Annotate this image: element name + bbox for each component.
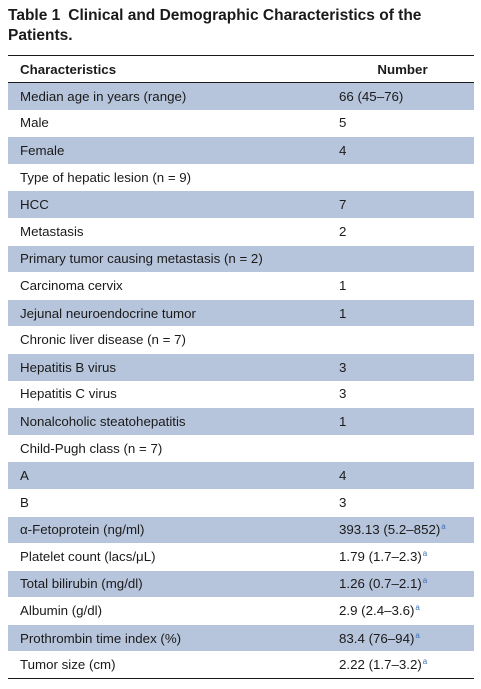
- row-value: 3: [339, 359, 347, 375]
- table-row: Tumor size (cm) 2.22 (1.7–3.2)a: [8, 651, 474, 680]
- row-number: 4: [331, 136, 474, 164]
- row-number: 5: [331, 110, 474, 137]
- row-characteristic: Type of hepatic lesion (n = 9): [20, 169, 192, 185]
- row-number: 7: [331, 190, 474, 218]
- row-number: 1: [331, 407, 474, 435]
- table-row: Platelet count (lacs/μL) 1.79 (1.7–2.3)a: [8, 543, 474, 570]
- row-number: 1.26 (0.7–2.1)a: [331, 569, 474, 598]
- row-value: 393.13 (5.2–852): [339, 522, 441, 538]
- row-value: 1.79 (1.7–2.3): [339, 548, 422, 564]
- header-characteristics: Characteristics: [8, 55, 331, 83]
- row-number: 83.4 (76–94)a: [331, 623, 474, 652]
- table-caption: Table 1 Clinical and Demographic Characte…: [8, 6, 473, 46]
- table-row: Total bilirubin (mg/dl) 1.26 (0.7–2.1)a: [8, 569, 474, 598]
- row-number: [331, 326, 474, 353]
- row-value: 2.9 (2.4–3.6): [339, 603, 415, 619]
- row-number: [331, 435, 474, 462]
- row-number: 2.9 (2.4–3.6)a: [331, 597, 474, 624]
- row-value: 66 (45–76): [339, 88, 404, 104]
- footnote-marker: a: [415, 630, 420, 640]
- row-value: 1: [339, 277, 347, 293]
- row-characteristic: Hepatitis B virus: [8, 352, 331, 381]
- row-characteristic: α-Fetoprotein (ng/ml): [8, 515, 331, 544]
- row-value: 1: [339, 413, 347, 429]
- row-number: 1: [331, 272, 474, 299]
- table-row: Metastasis 2: [8, 218, 474, 245]
- row-value: 3: [339, 386, 347, 402]
- row-number: [331, 244, 474, 273]
- row-characteristic: Nonalcoholic steatohepatitis: [8, 407, 331, 435]
- row-number: 2.22 (1.7–3.2)a: [331, 651, 474, 680]
- footnote-marker: a: [441, 522, 446, 532]
- table-header-row: Characteristics Number: [8, 55, 474, 83]
- header-number: Number: [331, 55, 474, 83]
- row-characteristic: Carcinoma cervix: [20, 277, 123, 293]
- table-row: α-Fetoprotein (ng/ml) 393.13 (5.2–852)a: [8, 515, 474, 544]
- row-characteristic: Jejunal neuroendocrine tumor: [8, 298, 331, 327]
- row-number: 1: [331, 298, 474, 327]
- table-row: HCC 7: [8, 190, 474, 218]
- table-row: Hepatitis C virus 3: [8, 381, 474, 408]
- row-value: 4: [339, 468, 347, 484]
- row-characteristic: Tumor size (cm): [8, 651, 331, 680]
- row-characteristic: Metastasis: [20, 223, 84, 239]
- footnote-marker: a: [422, 576, 428, 586]
- row-value: 1: [339, 305, 347, 321]
- row-characteristic: Female: [8, 136, 331, 164]
- table-row: Chronic liver disease (n = 7): [8, 326, 474, 353]
- row-number: 3: [331, 381, 474, 408]
- row-characteristic: Albumin (g/dl): [20, 603, 103, 619]
- row-number: 4: [331, 461, 474, 489]
- footnote-marker: a: [422, 548, 428, 558]
- row-characteristic: HCC: [8, 190, 331, 218]
- row-value: 83.4 (76–94): [339, 630, 415, 646]
- row-characteristic: A: [8, 461, 331, 489]
- table-row: Male 5: [8, 110, 474, 137]
- table-title: Clinical and Demographic Characteristics…: [8, 7, 422, 44]
- table-row: Albumin (g/dl) 2.9 (2.4–3.6)a: [8, 597, 474, 624]
- row-value: 7: [339, 197, 347, 213]
- row-characteristic: Hepatitis C virus: [20, 386, 117, 402]
- row-value: 1.26 (0.7–2.1): [339, 576, 422, 592]
- row-characteristic: Prothrombin time index (%): [8, 623, 331, 652]
- table-row: Prothrombin time index (%) 83.4 (76–94)a: [8, 623, 474, 652]
- row-value: 3: [339, 494, 347, 510]
- table-row: Carcinoma cervix 1: [8, 272, 474, 299]
- table-row: Median age in years (range) 66 (45–76): [8, 81, 474, 110]
- table-number: Table 1: [8, 7, 61, 24]
- row-value: 2: [339, 223, 347, 239]
- row-characteristic: Child-Pugh class (n = 7): [20, 440, 163, 456]
- table-row: Hepatitis B virus 3: [8, 352, 474, 381]
- row-number: 66 (45–76): [331, 81, 474, 110]
- row-number: 3: [331, 352, 474, 381]
- row-characteristic: Total bilirubin (mg/dl): [8, 569, 331, 598]
- row-characteristic: Median age in years (range): [8, 81, 331, 110]
- table-row: Jejunal neuroendocrine tumor 1: [8, 298, 474, 327]
- row-number: 1.79 (1.7–2.3)a: [331, 543, 474, 570]
- table-row: Child-Pugh class (n = 7): [8, 435, 474, 462]
- row-number: 3: [331, 489, 474, 516]
- row-characteristic: B: [20, 494, 29, 510]
- row-characteristic: Primary tumor causing metastasis (n = 2): [8, 244, 331, 273]
- row-number: 393.13 (5.2–852)a: [331, 515, 474, 544]
- table-row: Nonalcoholic steatohepatitis 1: [8, 407, 474, 435]
- footnote-marker: a: [415, 603, 420, 613]
- row-value: 2.22 (1.7–3.2): [339, 657, 422, 673]
- row-value: 5: [339, 115, 347, 131]
- table-row: Type of hepatic lesion (n = 9): [8, 164, 474, 191]
- row-characteristic: Platelet count (lacs/μL): [20, 548, 156, 564]
- table-row: Primary tumor causing metastasis (n = 2): [8, 244, 474, 273]
- row-characteristic: Chronic liver disease (n = 7): [20, 332, 186, 348]
- row-value: 4: [339, 142, 347, 158]
- footnote-marker: a: [422, 657, 428, 667]
- table-body: Median age in years (range) 66 (45–76) Mal…: [8, 81, 474, 680]
- row-number: 2: [331, 218, 474, 245]
- characteristics-table: Characteristics Number Median age in yea…: [8, 55, 474, 680]
- table-row: Female 4: [8, 136, 474, 164]
- row-characteristic: Male: [20, 115, 49, 131]
- row-number: [331, 164, 474, 191]
